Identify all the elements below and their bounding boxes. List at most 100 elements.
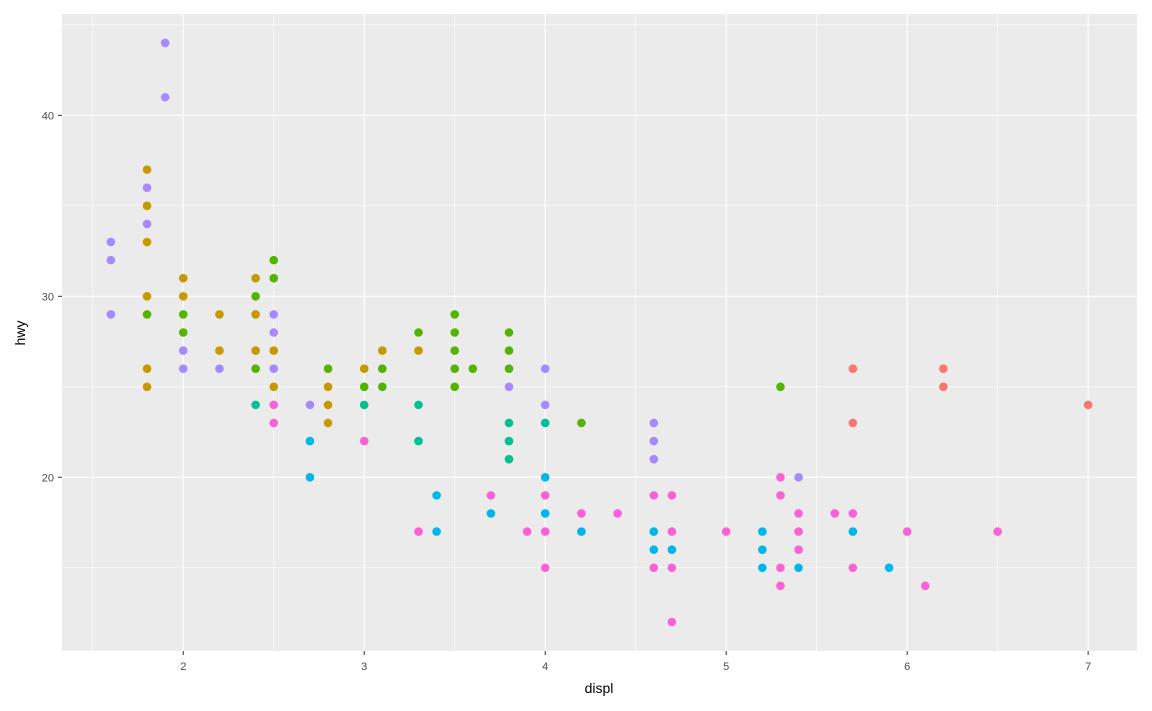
point: [776, 563, 785, 573]
point: [323, 400, 333, 410]
point: [667, 527, 677, 536]
point: [776, 472, 785, 482]
point: [378, 346, 387, 355]
point: [269, 310, 279, 319]
point: [359, 364, 369, 373]
point: [251, 364, 260, 373]
point: [540, 491, 550, 500]
point: [776, 491, 785, 500]
point: [794, 472, 803, 482]
point: [414, 527, 423, 536]
point: [504, 454, 514, 464]
point: [939, 382, 948, 392]
point: [106, 310, 116, 319]
point: [215, 310, 224, 319]
point: [323, 382, 333, 392]
y-axis-title: hwy: [12, 321, 28, 346]
point: [215, 346, 224, 355]
x-tick-label: 4: [542, 661, 548, 673]
point: [758, 563, 767, 573]
point: [884, 563, 894, 573]
point: [504, 436, 514, 446]
x-axis-title: displ: [585, 680, 614, 696]
point: [305, 436, 315, 446]
point: [577, 509, 586, 518]
x-tick-label: 6: [904, 661, 910, 673]
point: [848, 509, 858, 518]
point: [776, 382, 785, 392]
point: [540, 400, 550, 410]
point: [848, 364, 858, 373]
point: [504, 364, 514, 373]
point: [993, 527, 1002, 536]
point: [848, 527, 858, 536]
point: [269, 364, 279, 373]
point: [269, 255, 279, 265]
point: [939, 364, 948, 373]
point: [450, 382, 460, 392]
point: [649, 527, 659, 536]
point: [251, 400, 260, 410]
point: [106, 255, 116, 265]
point: [486, 491, 496, 500]
point: [269, 273, 279, 283]
point: [450, 346, 460, 355]
point: [450, 328, 460, 337]
point: [251, 310, 260, 319]
point: [378, 364, 387, 373]
point: [142, 201, 152, 211]
point: [178, 310, 188, 319]
point: [667, 545, 677, 554]
point: [649, 491, 659, 500]
point: [540, 563, 550, 573]
point: [414, 346, 423, 355]
y-tick-label: 30: [42, 291, 54, 303]
point: [450, 310, 460, 319]
point: [142, 310, 152, 319]
point: [251, 346, 260, 355]
point: [251, 292, 260, 301]
panel: [62, 14, 1137, 651]
point: [667, 563, 677, 573]
point: [794, 509, 803, 518]
point: [414, 328, 423, 337]
point: [540, 472, 550, 482]
point: [794, 527, 803, 536]
point: [414, 400, 423, 410]
point: [269, 418, 279, 428]
point: [178, 292, 188, 301]
point: [450, 364, 460, 373]
point: [142, 165, 152, 174]
point: [178, 346, 188, 355]
point: [432, 491, 441, 500]
point: [142, 382, 152, 392]
point: [794, 545, 803, 554]
point: [667, 491, 677, 500]
point: [305, 472, 315, 482]
point: [649, 418, 659, 428]
point: [758, 545, 767, 554]
point: [504, 382, 514, 392]
point: [540, 364, 550, 373]
point: [577, 418, 586, 428]
point: [649, 545, 659, 554]
point: [758, 527, 767, 536]
point: [1083, 400, 1093, 410]
point: [269, 346, 279, 355]
point: [160, 38, 170, 48]
point: [251, 273, 260, 283]
point: [504, 418, 514, 428]
point: [649, 563, 659, 573]
point: [142, 219, 152, 229]
point: [776, 581, 785, 591]
point: [540, 418, 550, 428]
point: [178, 364, 188, 373]
point: [359, 436, 369, 446]
point: [794, 563, 803, 573]
point: [106, 237, 116, 247]
point: [414, 436, 423, 446]
point: [215, 364, 224, 373]
point: [848, 563, 858, 573]
point: [504, 328, 514, 337]
